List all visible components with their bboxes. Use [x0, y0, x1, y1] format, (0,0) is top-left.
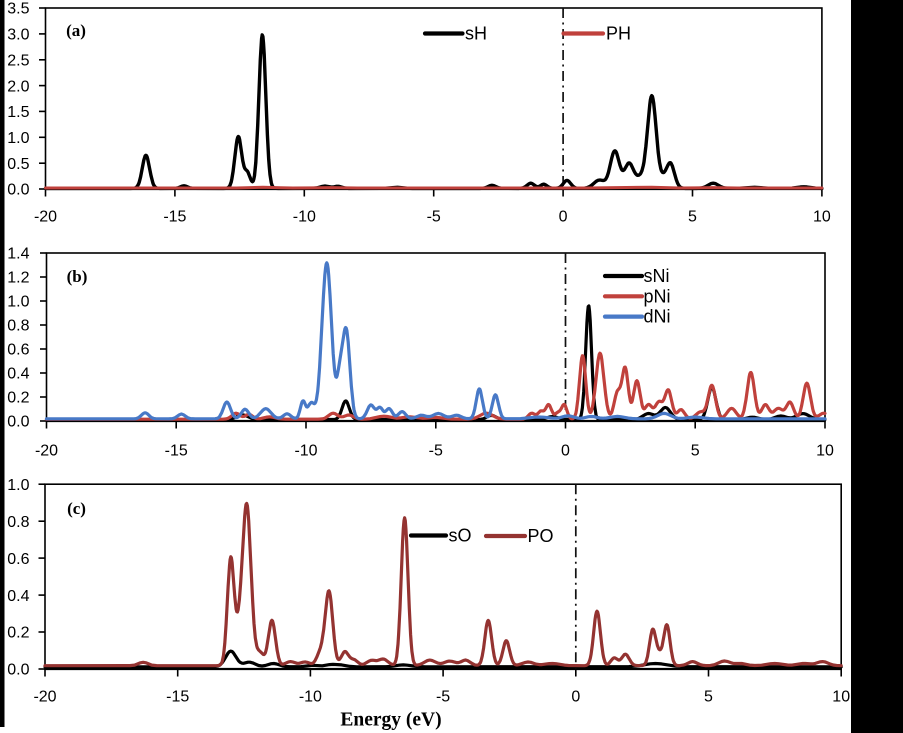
svg-text:0.0: 0.0 [7, 662, 29, 679]
svg-text:pNi: pNi [644, 286, 671, 306]
svg-text:-20: -20 [33, 689, 56, 706]
svg-text:5: 5 [691, 443, 700, 460]
svg-text:sH: sH [465, 24, 487, 44]
svg-text:1.0: 1.0 [7, 477, 29, 494]
svg-text:1.4: 1.4 [7, 246, 29, 263]
svg-text:sNi: sNi [644, 266, 670, 286]
svg-text:(c): (c) [67, 499, 86, 518]
svg-text:10: 10 [832, 689, 850, 706]
svg-text:-5: -5 [436, 689, 450, 706]
svg-text:1.5: 1.5 [7, 104, 29, 121]
svg-text:0.6: 0.6 [7, 342, 29, 359]
svg-text:3.5: 3.5 [7, 1, 29, 18]
svg-text:dNi: dNi [644, 307, 671, 327]
svg-text:0.0: 0.0 [7, 182, 29, 199]
svg-text:-15: -15 [165, 443, 188, 460]
svg-text:10: 10 [816, 443, 834, 460]
svg-text:sO: sO [449, 526, 472, 546]
svg-text:(b): (b) [67, 267, 88, 286]
svg-text:0.6: 0.6 [7, 551, 29, 568]
svg-text:-20: -20 [35, 443, 58, 460]
svg-text:PH: PH [606, 24, 631, 44]
svg-text:0.5: 0.5 [7, 156, 29, 173]
svg-text:PO: PO [528, 526, 554, 546]
svg-text:0.4: 0.4 [7, 588, 29, 605]
svg-text:0.2: 0.2 [7, 390, 29, 407]
svg-text:-20: -20 [34, 209, 57, 226]
svg-text:10: 10 [813, 209, 831, 226]
svg-text:0.2: 0.2 [7, 625, 29, 642]
svg-text:-10: -10 [299, 689, 322, 706]
svg-text:Energy (eV): Energy (eV) [340, 710, 441, 731]
svg-text:-5: -5 [429, 443, 443, 460]
svg-text:5: 5 [704, 689, 713, 706]
svg-text:0: 0 [561, 443, 570, 460]
svg-text:-10: -10 [293, 209, 316, 226]
svg-text:-10: -10 [294, 443, 317, 460]
svg-text:-5: -5 [427, 209, 441, 226]
svg-text:-15: -15 [166, 689, 189, 706]
svg-text:0.8: 0.8 [7, 318, 29, 335]
svg-text:1.2: 1.2 [7, 270, 29, 287]
svg-text:1.0: 1.0 [7, 130, 29, 147]
svg-text:0.0: 0.0 [7, 414, 29, 431]
svg-text:(a): (a) [66, 21, 86, 40]
svg-text:0.8: 0.8 [7, 514, 29, 531]
svg-text:1.0: 1.0 [7, 294, 29, 311]
svg-text:-15: -15 [163, 209, 186, 226]
svg-text:3.0: 3.0 [7, 27, 29, 44]
svg-text:0: 0 [571, 689, 580, 706]
svg-text:0: 0 [559, 209, 568, 226]
svg-text:2.5: 2.5 [7, 53, 29, 70]
svg-text:5: 5 [688, 209, 697, 226]
svg-text:0.4: 0.4 [7, 366, 29, 383]
svg-text:2.0: 2.0 [7, 78, 29, 95]
